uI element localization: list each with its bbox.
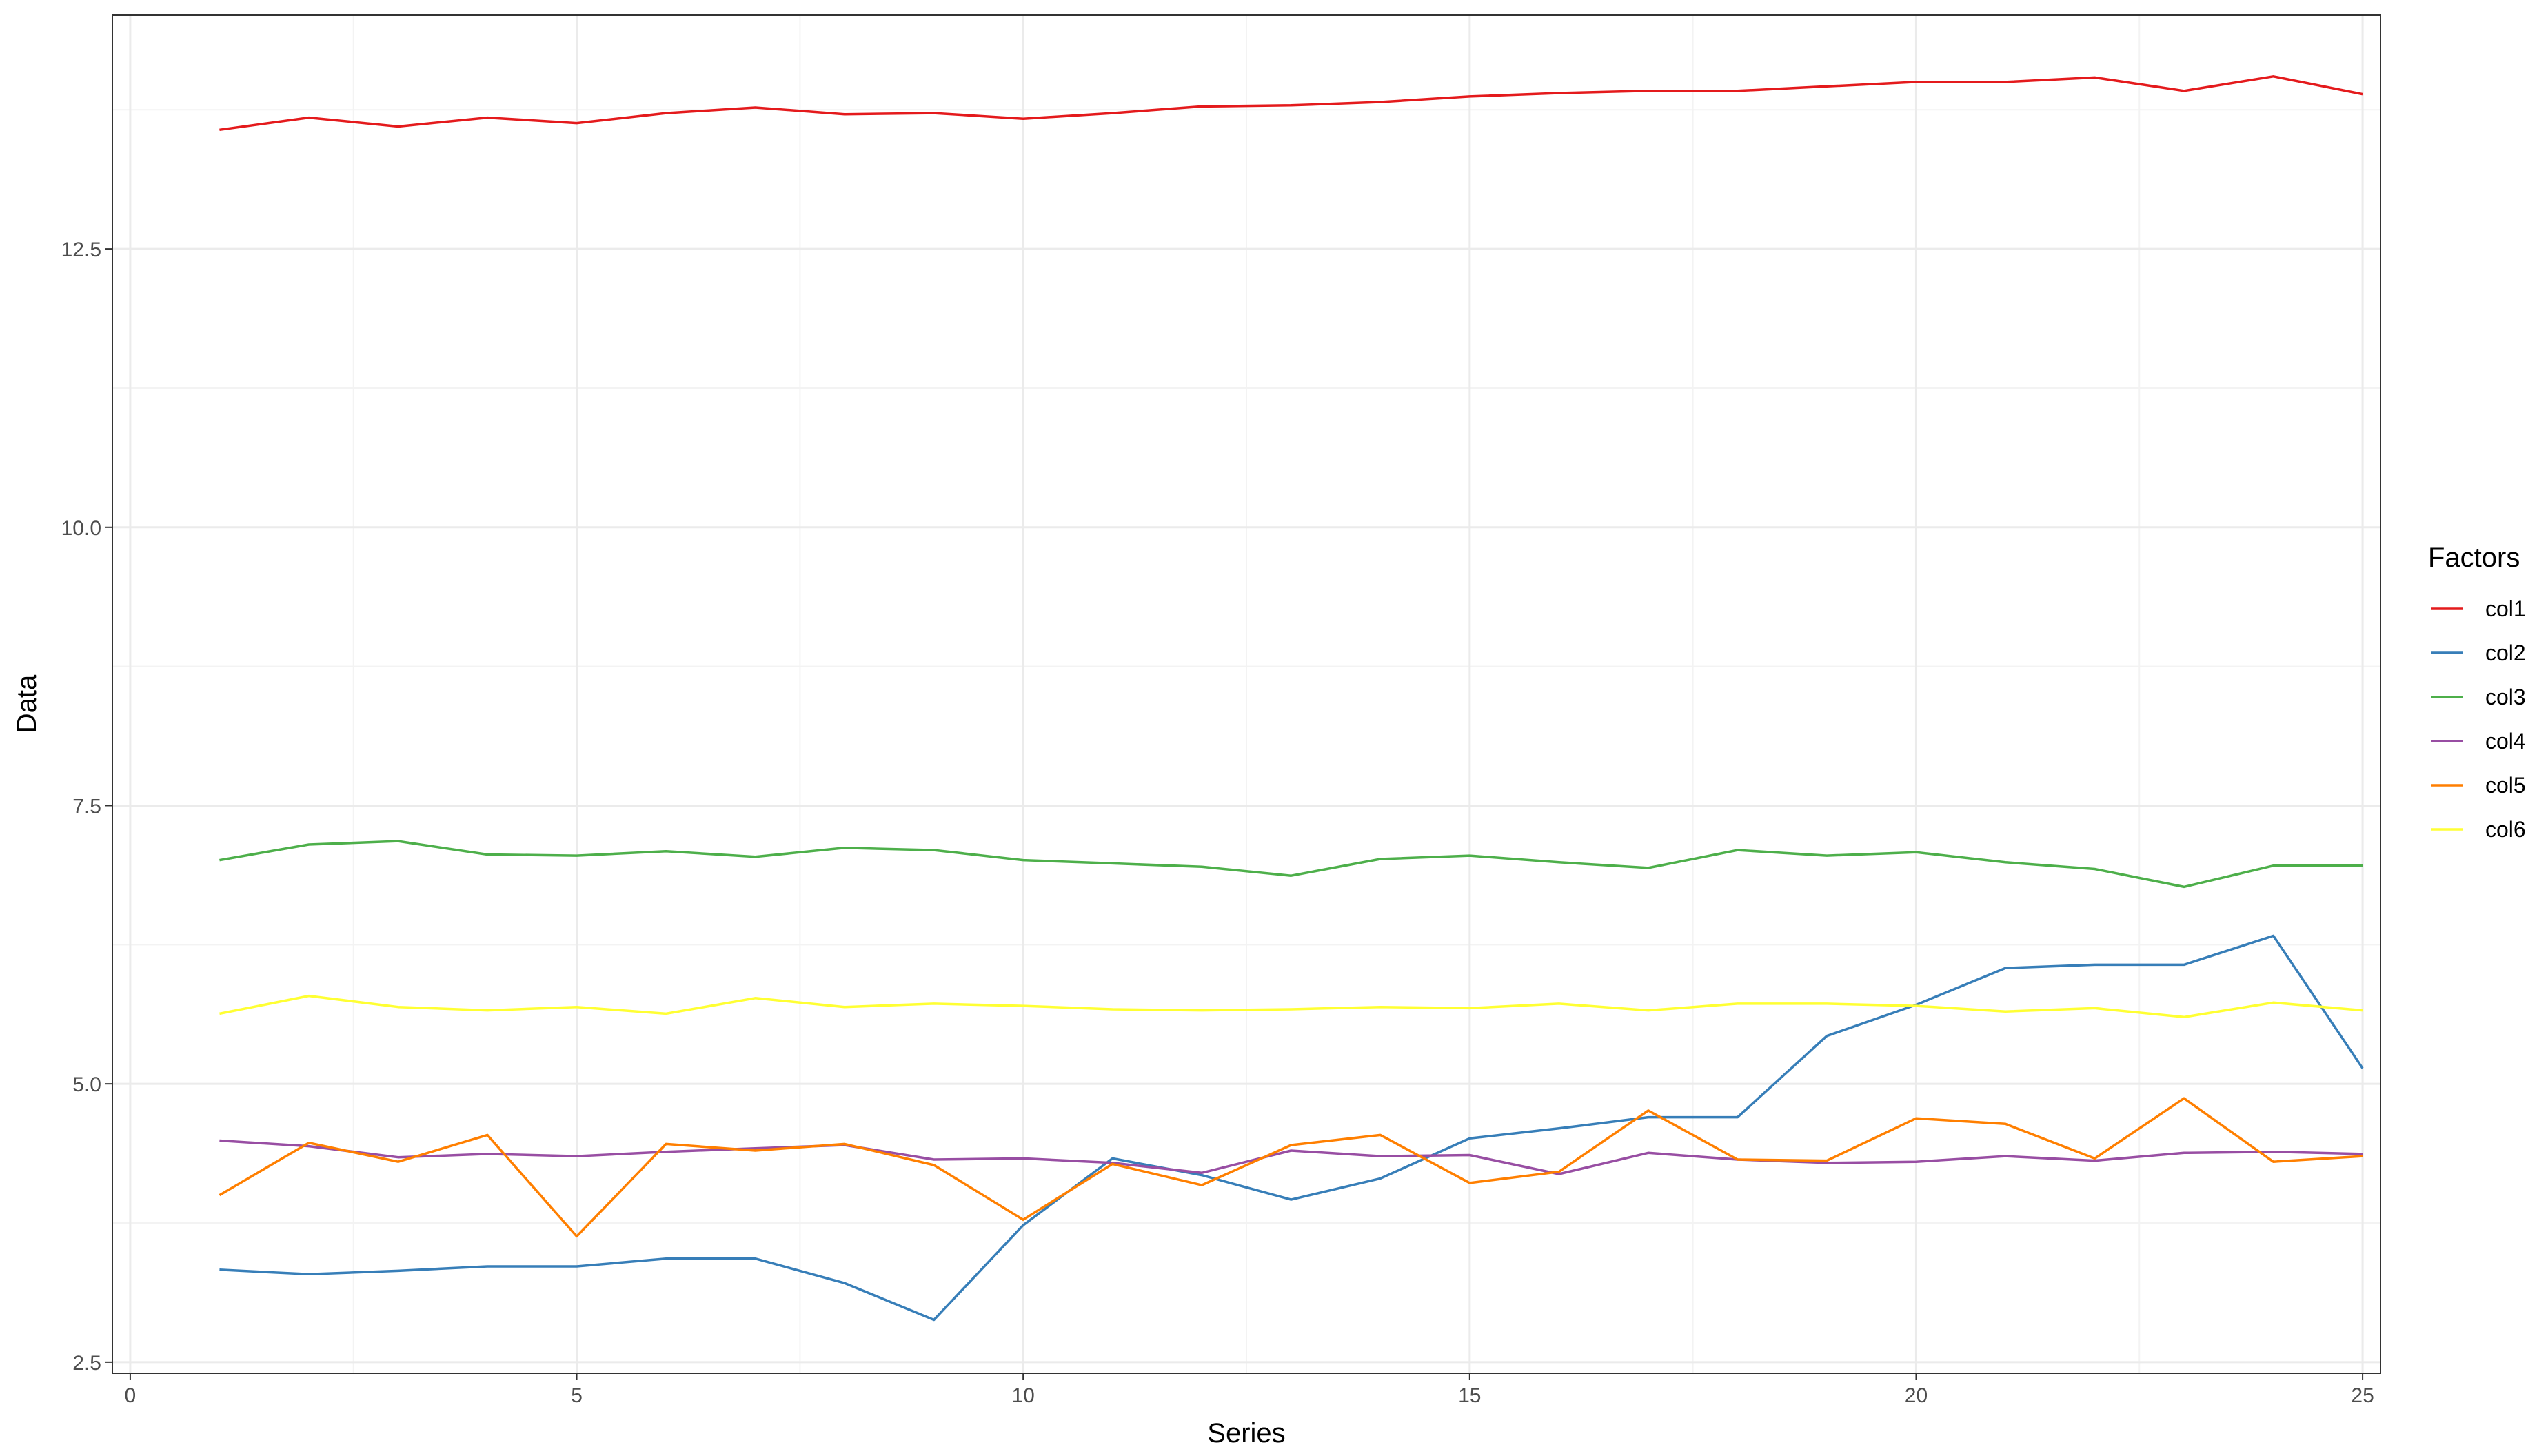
x-axis: 0 5 10 15 20 25	[125, 1373, 2374, 1407]
y-axis-title: Data	[12, 674, 42, 733]
y-tick-label: 5.0	[72, 1073, 101, 1096]
legend-label-col1: col1	[2485, 596, 2526, 621]
series-line-col5	[219, 1097, 2363, 1238]
series-line-col3	[219, 840, 2363, 889]
series-lines	[219, 75, 2364, 1322]
y-tick-label: 7.5	[72, 795, 101, 818]
major-gridlines	[112, 15, 2380, 1373]
series-line-col1	[219, 75, 2363, 132]
legend-label-col5: col5	[2485, 773, 2526, 798]
minor-gridlines	[112, 15, 2380, 1373]
y-tick-label: 2.5	[72, 1352, 101, 1375]
series-line-col6	[219, 994, 2363, 1019]
series-line-col2	[219, 934, 2364, 1322]
x-tick-label: 25	[2351, 1384, 2374, 1407]
y-axis: 2.5 5.0 7.5 10.0 12.5	[61, 239, 112, 1375]
legend-label-col2: col2	[2485, 640, 2526, 665]
y-tick-label: 12.5	[61, 239, 101, 261]
legend: Factors col1 col2 col3 col4 col5 col6	[2428, 543, 2526, 842]
y-tick-label: 10.0	[61, 517, 101, 540]
plot-border	[112, 14, 2381, 1374]
legend-title: Factors	[2428, 543, 2520, 573]
legend-label-col6: col6	[2485, 817, 2526, 842]
x-tick-label: 20	[1905, 1384, 1928, 1407]
x-tick-label: 15	[1458, 1384, 1481, 1407]
x-axis-title: Series	[1207, 1418, 1285, 1448]
x-tick-label: 5	[571, 1384, 583, 1407]
x-tick-label: 10	[1011, 1384, 1034, 1407]
x-tick-label: 0	[125, 1384, 136, 1407]
legend-label-col3: col3	[2485, 685, 2526, 709]
series-line-col4	[219, 1139, 2363, 1175]
legend-label-col4: col4	[2485, 729, 2526, 754]
